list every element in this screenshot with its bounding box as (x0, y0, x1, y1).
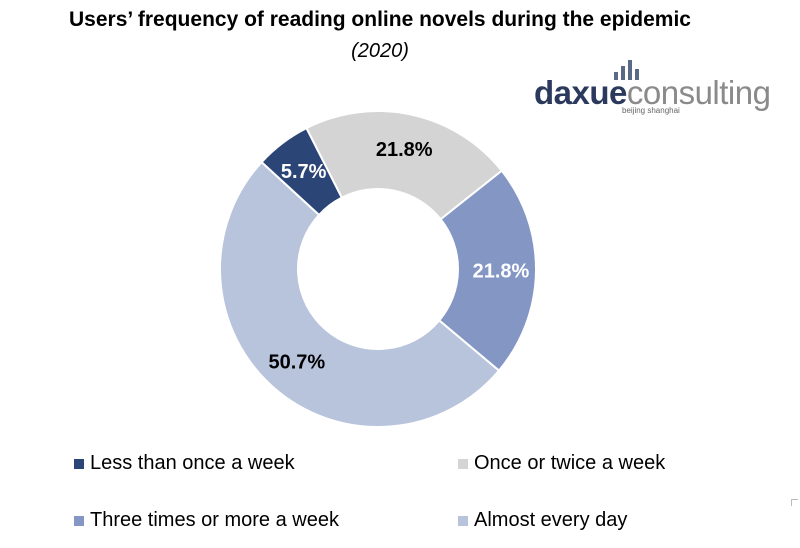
logo-subtitle: beijing shanghai (622, 106, 680, 115)
slice-almost-every-day (219, 160, 501, 428)
daxue-consulting-logo: daxueconsulting beijing shanghai (534, 56, 779, 116)
corner-mark (791, 499, 798, 506)
data-label-less-than-once-a-week: 5.7% (281, 161, 327, 183)
data-label-three-times-or-more-a-week: 21.8% (473, 261, 530, 283)
chart-subtitle: (2020) (351, 40, 409, 62)
bar-chart-icon (614, 58, 640, 80)
slice-less-than-once-a-week (260, 126, 344, 217)
slice-once-or-twice-a-week (305, 110, 504, 221)
data-label-almost-every-day: 50.7% (268, 351, 325, 373)
logo-wordmark: daxueconsulting (534, 74, 771, 111)
slice-three-times-or-more-a-week (437, 169, 537, 373)
data-label-once-or-twice-a-week: 21.8% (376, 139, 433, 161)
chart-title: Users’ frequency of reading online novel… (69, 8, 691, 31)
